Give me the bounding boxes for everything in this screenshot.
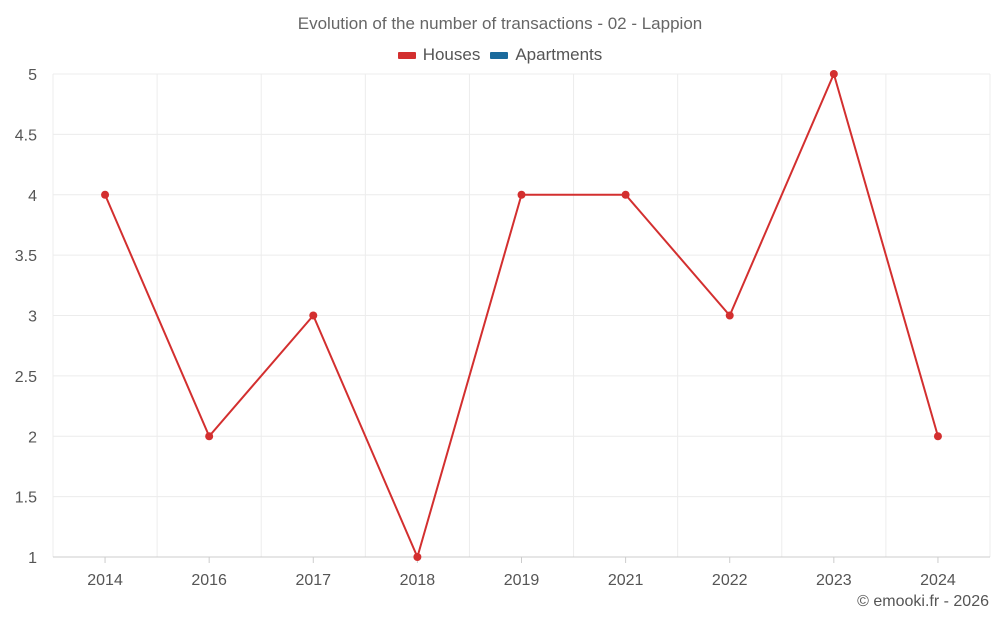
legend-swatch-apartments (490, 51, 509, 59)
legend-swatch-houses (397, 51, 416, 59)
data-point-houses (413, 553, 422, 561)
chart-credit: © emooki.fr - 2026 (857, 593, 989, 610)
y-tick-label: 1.5 (15, 490, 37, 507)
legend-item-apartments[interactable]: Apartments (490, 45, 602, 65)
y-tick-label: 5 (28, 67, 37, 84)
data-point-houses (829, 70, 838, 78)
y-tick-label: 1 (28, 550, 37, 567)
y-tick-label: 4 (28, 188, 37, 205)
y-tick-label: 2 (28, 429, 37, 446)
x-tick-label: 2021 (608, 572, 644, 589)
chart-title: Evolution of the number of transactions … (297, 14, 703, 33)
x-tick-label: 2014 (87, 572, 123, 589)
data-point-houses (101, 190, 110, 199)
x-tick-label: 2018 (400, 572, 436, 589)
x-tick-label: 2017 (295, 572, 331, 589)
data-point-houses (933, 432, 942, 441)
chart-legend: Houses Apartments (0, 45, 1000, 65)
data-point-houses (621, 190, 630, 199)
legend-label-houses: Houses (422, 45, 481, 64)
y-tick-label: 3 (28, 309, 37, 326)
x-tick-label: 2024 (920, 572, 956, 589)
data-point-houses (517, 190, 526, 199)
x-tick-label: 2022 (712, 572, 748, 589)
y-tick-label: 3.5 (15, 248, 37, 265)
x-tick-label: 2019 (504, 572, 540, 589)
legend-item-houses[interactable]: Houses (397, 45, 481, 65)
y-tick-label: 2.5 (15, 369, 37, 386)
data-point-houses (309, 311, 318, 320)
x-tick-label: 2023 (816, 572, 852, 589)
data-point-houses (725, 311, 734, 320)
x-tick-label: 2016 (191, 572, 227, 589)
data-point-houses (205, 432, 214, 441)
y-tick-label: 4.5 (15, 127, 37, 144)
legend-label-apartments: Apartments (515, 45, 603, 64)
